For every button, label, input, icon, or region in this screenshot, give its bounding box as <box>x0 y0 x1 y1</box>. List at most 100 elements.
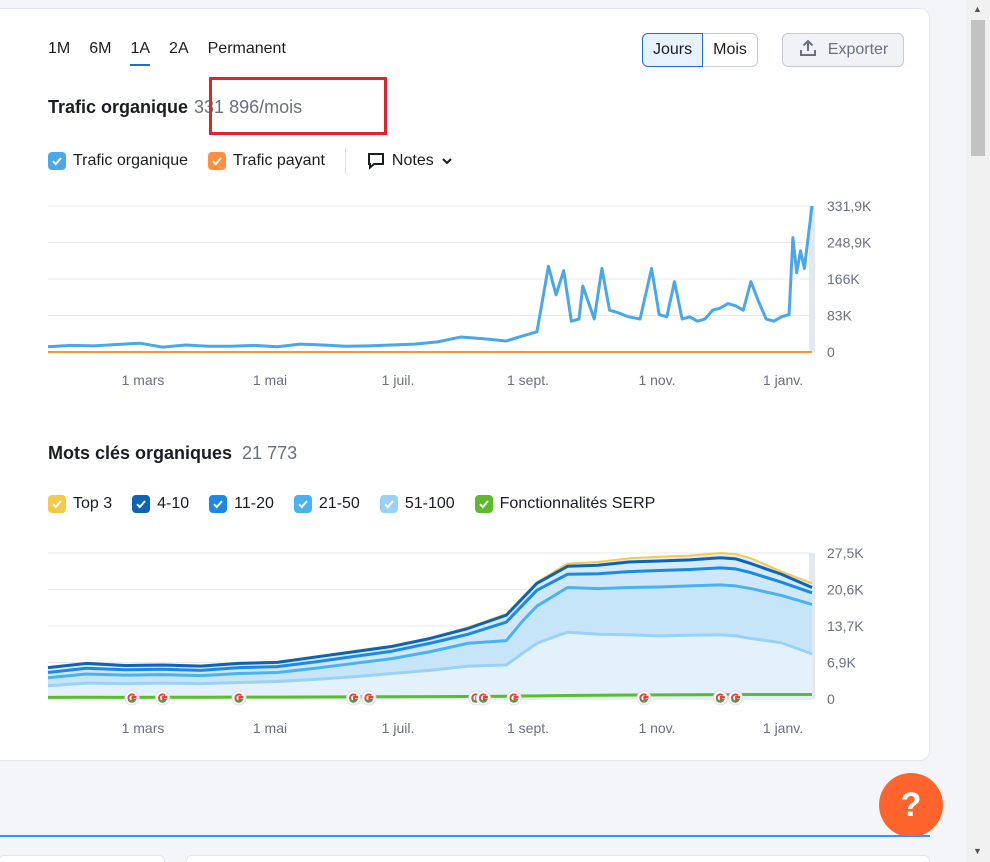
checkbox-kw[interactable] <box>293 495 312 513</box>
check-icon <box>136 500 146 509</box>
notes-dropdown[interactable]: Notes <box>366 151 454 171</box>
traffic-y-tick: 83K <box>827 308 853 324</box>
keywords-x-tick: 1 nov. <box>638 720 675 736</box>
google-icon <box>712 690 728 706</box>
checkbox-kw[interactable] <box>209 495 228 513</box>
traffic-x-tick: 1 nov. <box>638 372 675 388</box>
google-icon-g2 <box>349 698 358 703</box>
legend-kw-4[interactable]: 51-100 <box>379 495 455 513</box>
legend-kw-1[interactable]: 4-10 <box>132 495 189 513</box>
granularity-toggle: Jours Mois <box>642 33 758 67</box>
legend-kw-label: Fonctionnalités SERP <box>499 495 656 512</box>
period-tab-1m[interactable]: 1M <box>48 40 71 57</box>
checkbox-kw[interactable] <box>379 495 398 513</box>
kw-area-4 <box>48 632 812 699</box>
question-icon: ? <box>900 785 922 824</box>
legend-kw-0[interactable]: Top 3 <box>48 495 112 513</box>
check-icon <box>212 157 222 166</box>
highlight-box <box>209 77 387 135</box>
google-icon-g2 <box>479 698 488 703</box>
google-icon <box>475 690 491 706</box>
check-icon <box>52 157 62 166</box>
organic-traffic-line <box>47 205 814 349</box>
period-tab-2a[interactable]: 2A <box>169 40 189 57</box>
keywords-x-tick: 1 mai <box>253 720 287 736</box>
scroll-down-icon[interactable]: ▼ <box>973 846 982 856</box>
legend-kw-label: Top 3 <box>73 495 113 512</box>
traffic-y-tick: 248,9K <box>827 235 872 251</box>
kw-line-3 <box>47 583 813 680</box>
checkbox-kw[interactable] <box>48 495 66 513</box>
period-tab-6m[interactable]: 6M <box>89 40 112 57</box>
kw-line-4 <box>47 630 813 688</box>
traffic-y-tick: 331,9K <box>827 198 872 214</box>
legend-paid[interactable]: Trafic payant <box>208 152 325 170</box>
keywords-x-tick: 1 sept. <box>507 720 549 736</box>
export-button[interactable]: Exporter <box>782 33 904 67</box>
keywords-legend: Top 3 4-10 11-20 21-50 51-100 Fonctionnalités… <box>48 495 675 513</box>
bottom-cards <box>0 855 930 862</box>
legend-paid-label: Trafic payant <box>233 152 325 169</box>
google-icon-g2 <box>364 698 373 703</box>
legend-kw-2[interactable]: 11-20 <box>209 495 274 513</box>
traffic-title: Trafic organique 331 896/mois <box>48 97 302 118</box>
google-icon-g2 <box>639 698 648 703</box>
legend-kw-label: 11-20 <box>234 495 274 512</box>
legend-kw-label: 21-50 <box>318 495 360 512</box>
google-icon <box>124 690 140 706</box>
legend-divider <box>344 148 346 174</box>
google-icon <box>231 690 247 706</box>
chevron-down-icon <box>442 158 452 165</box>
check-icon <box>478 500 489 509</box>
traffic-x-tick: 1 mars <box>122 372 165 388</box>
google-icon <box>346 690 362 706</box>
days-button[interactable]: Jours <box>642 33 704 67</box>
google-icon <box>506 690 522 706</box>
keywords-y-tick: 27,5K <box>827 545 864 561</box>
traffic-cursor-bar <box>809 206 815 352</box>
keywords-y-tick: 13,7K <box>827 618 864 634</box>
google-icon-g2 <box>715 698 725 703</box>
legend-organic[interactable]: Trafic organique <box>48 152 188 170</box>
google-icon-g2 <box>158 698 167 703</box>
traffic-chart[interactable]: 331,9K 248,9K 166K 83K 0 1 mars 1 mai 1 juil. 1 … <box>0 190 900 400</box>
section-divider <box>0 835 930 837</box>
period-tab-permanent[interactable]: Permanent <box>207 40 286 57</box>
bottom-card-right <box>186 855 930 862</box>
traffic-x-tick: 1 mai <box>253 372 287 388</box>
legend-kw-label: 51-100 <box>404 495 455 512</box>
period-tabs: 1M 6M 1A 2A Permanent <box>48 40 305 66</box>
google-icon-g2 <box>731 698 740 703</box>
check-icon <box>298 500 308 509</box>
legend-kw-5[interactable]: Fonctionnalités SERP <box>474 495 656 513</box>
keywords-x-tick: 1 janv. <box>763 720 803 736</box>
scrollbar[interactable]: ▲ ▼ <box>966 0 990 862</box>
scrollbar-thumb[interactable] <box>971 20 985 156</box>
keywords-value: 21 773 <box>242 443 298 463</box>
keywords-x-tick: 1 mars <box>122 720 165 736</box>
checkbox-paid[interactable] <box>208 152 227 170</box>
checkbox-organic[interactable] <box>48 152 66 170</box>
export-label: Exporter <box>827 41 889 58</box>
checkbox-kw[interactable] <box>132 495 151 513</box>
traffic-title-text: Trafic organique <box>48 97 189 117</box>
keywords-title-text: Mots clés organiques <box>48 443 233 463</box>
google-icon <box>728 690 744 706</box>
period-tab-1a[interactable]: 1A <box>130 40 150 66</box>
google-icon-g2 <box>234 698 243 703</box>
bottom-card-left <box>0 855 165 862</box>
upload-icon <box>798 38 818 63</box>
legend-organic-label: Trafic organique <box>73 152 189 169</box>
check-icon <box>52 500 62 509</box>
legend-kw-label: 4-10 <box>157 495 190 512</box>
traffic-x-tick: 1 janv. <box>763 372 803 388</box>
checkbox-kw[interactable] <box>474 495 493 513</box>
legend-kw-3[interactable]: 21-50 <box>293 495 360 513</box>
scroll-up-icon[interactable]: ▲ <box>973 4 982 14</box>
help-button[interactable]: ? <box>879 773 943 837</box>
keywords-chart[interactable]: 27,5K 20,6K 13,7K 6,9K 0 1 mars 1 mai 1 juil. 1 … <box>0 540 900 745</box>
notes-label: Notes <box>391 152 434 169</box>
google-icon-g2 <box>127 698 136 703</box>
months-button[interactable]: Mois <box>703 33 758 67</box>
google-icon <box>361 690 377 706</box>
